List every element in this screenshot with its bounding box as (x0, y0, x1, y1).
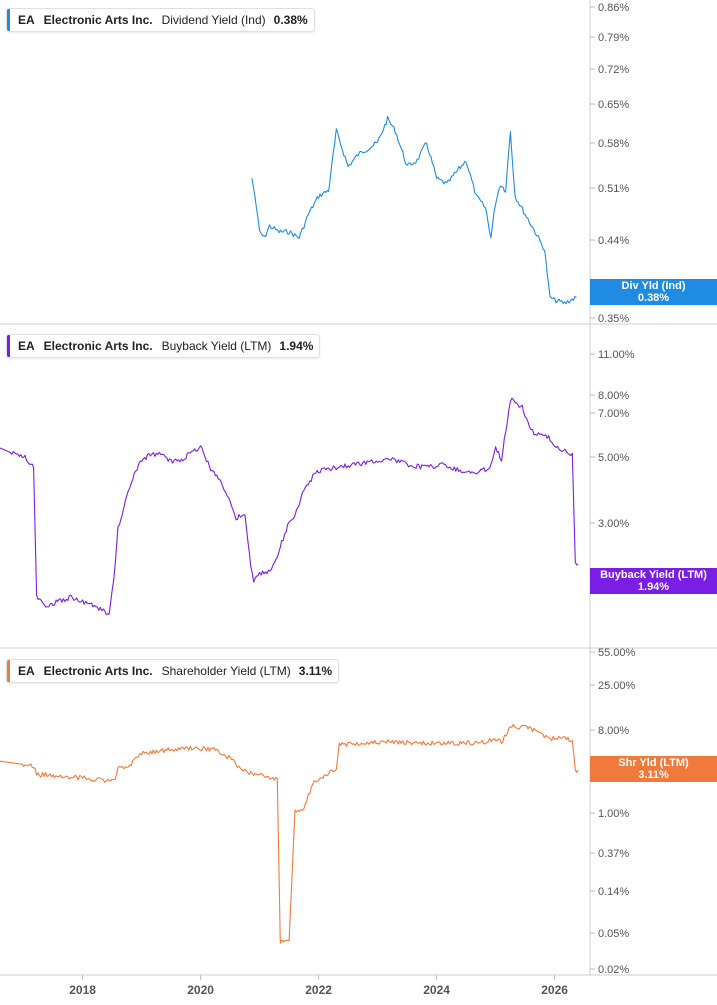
legend-shareholder-ticker: EA (18, 664, 35, 678)
legend-buyback: EA Electronic Arts Inc. Buyback Yield (L… (6, 334, 321, 358)
legend-buyback-metric: Buyback Yield (LTM) (161, 339, 272, 353)
legend-dividend-swatch (7, 9, 10, 31)
y-tick-label: 0.72% (598, 64, 629, 76)
y-tick-label: 8.00% (598, 390, 629, 402)
y-tick-label: 0.44% (598, 235, 629, 247)
y-tick-label: 0.86% (598, 2, 629, 14)
tag-buyback-label: Buyback Yield (LTM) (600, 569, 707, 581)
y-tick-label: 1.00% (598, 808, 629, 820)
y-tick-label: 5.00% (598, 452, 629, 464)
tag-buyback: Buyback Yield (LTM) 1.94% (590, 568, 717, 594)
legend-dividend-value: 0.38% (273, 13, 308, 27)
legend-shareholder-swatch (7, 660, 10, 682)
tag-dividend: Div Yld (Ind) 0.38% (590, 279, 717, 305)
y-tick-label: 55.00% (598, 647, 636, 659)
y-tick-label: 0.79% (598, 32, 629, 44)
legend-shareholder-value: 3.11% (298, 664, 333, 678)
legend-buyback-value: 1.94% (279, 339, 314, 353)
y-tick-label: 0.14% (598, 886, 629, 898)
tick-layer: 2018 2020 2022 2024 2026 0.86% 0.79% 0.72% 0.65%… (69, 2, 635, 997)
y-tick-label: 0.35% (598, 313, 629, 325)
tag-shareholder-value: 3.11% (638, 769, 669, 781)
y-tick-label: 3.00% (598, 518, 629, 530)
line-layer (0, 115, 579, 944)
tag-dividend-label: Div Yld (Ind) (621, 280, 686, 292)
y-tick-label: 0.37% (598, 848, 629, 860)
legend-shareholder-metric: Shareholder Yield (LTM) (161, 664, 291, 678)
x-tick-label: 2020 (187, 983, 214, 997)
y-tick-label: 0.05% (598, 928, 629, 940)
legend-shareholder-company: Electronic Arts Inc. (43, 664, 153, 678)
legend-shareholder: EA Electronic Arts Inc. Shareholder Yiel… (6, 659, 340, 683)
x-tick-label: 2024 (423, 983, 450, 997)
y-tick-label: 11.00% (598, 349, 635, 361)
tag-shareholder-label: Shr Yld (LTM) (618, 757, 689, 769)
legend-buyback-ticker: EA (18, 339, 35, 353)
y-tick-label: 0.65% (598, 99, 629, 111)
legend-dividend: EA Electronic Arts Inc. Dividend Yield (… (6, 8, 315, 32)
legend-buyback-swatch (7, 335, 10, 357)
y-tick-label: 25.00% (598, 680, 636, 692)
tag-shareholder: Shr Yld (LTM) 3.11% (590, 756, 717, 782)
y-tick-label: 8.00% (598, 725, 629, 737)
legend-buyback-company: Electronic Arts Inc. (43, 339, 153, 353)
y-tick-label: 0.02% (598, 964, 629, 976)
y-tick-label: 0.58% (598, 138, 629, 150)
series-line-buyback (0, 397, 579, 616)
y-tick-label: 7.00% (598, 408, 629, 420)
tag-buyback-value: 1.94% (637, 581, 670, 593)
x-tick-label: 2026 (541, 983, 568, 997)
x-tick-label: 2022 (305, 983, 332, 997)
y-tick-label: 0.51% (598, 183, 629, 195)
tag-dividend-value: 0.38% (637, 292, 670, 304)
series-line-shareholder (0, 723, 579, 944)
legend-dividend-company: Electronic Arts Inc. (43, 13, 153, 27)
legend-dividend-ticker: EA (18, 13, 35, 27)
legend-dividend-metric: Dividend Yield (Ind) (161, 13, 266, 27)
series-line-dividend (251, 115, 577, 305)
x-tick-label: 2018 (69, 983, 96, 997)
